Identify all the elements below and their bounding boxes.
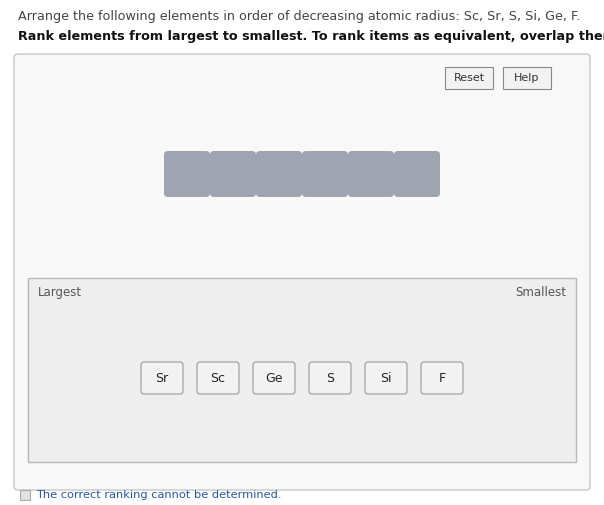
FancyBboxPatch shape — [421, 362, 463, 394]
FancyBboxPatch shape — [348, 151, 394, 197]
Text: Si: Si — [381, 372, 392, 384]
FancyBboxPatch shape — [365, 362, 407, 394]
Text: Reset: Reset — [454, 73, 484, 83]
FancyBboxPatch shape — [394, 151, 440, 197]
FancyBboxPatch shape — [20, 490, 30, 500]
FancyBboxPatch shape — [253, 362, 295, 394]
FancyBboxPatch shape — [302, 151, 348, 197]
Text: S: S — [326, 372, 334, 384]
FancyBboxPatch shape — [309, 362, 351, 394]
Text: Sc: Sc — [211, 372, 225, 384]
Text: Arrange the following elements in order of decreasing atomic radius: Sc, Sr, S, : Arrange the following elements in order … — [18, 10, 580, 23]
FancyBboxPatch shape — [164, 151, 210, 197]
FancyBboxPatch shape — [28, 278, 576, 462]
Text: Smallest: Smallest — [515, 286, 566, 299]
Text: Rank elements from largest to smallest. To rank items as equivalent, overlap the: Rank elements from largest to smallest. … — [18, 30, 604, 43]
Text: F: F — [439, 372, 446, 384]
FancyBboxPatch shape — [141, 362, 183, 394]
FancyBboxPatch shape — [197, 362, 239, 394]
FancyBboxPatch shape — [256, 151, 302, 197]
Text: Sr: Sr — [155, 372, 169, 384]
Text: The correct ranking cannot be determined.: The correct ranking cannot be determined… — [36, 490, 281, 500]
FancyBboxPatch shape — [210, 151, 256, 197]
FancyBboxPatch shape — [503, 67, 551, 89]
FancyBboxPatch shape — [445, 67, 493, 89]
Text: Help: Help — [515, 73, 540, 83]
FancyBboxPatch shape — [14, 54, 590, 490]
Text: Ge: Ge — [265, 372, 283, 384]
Text: Largest: Largest — [38, 286, 82, 299]
